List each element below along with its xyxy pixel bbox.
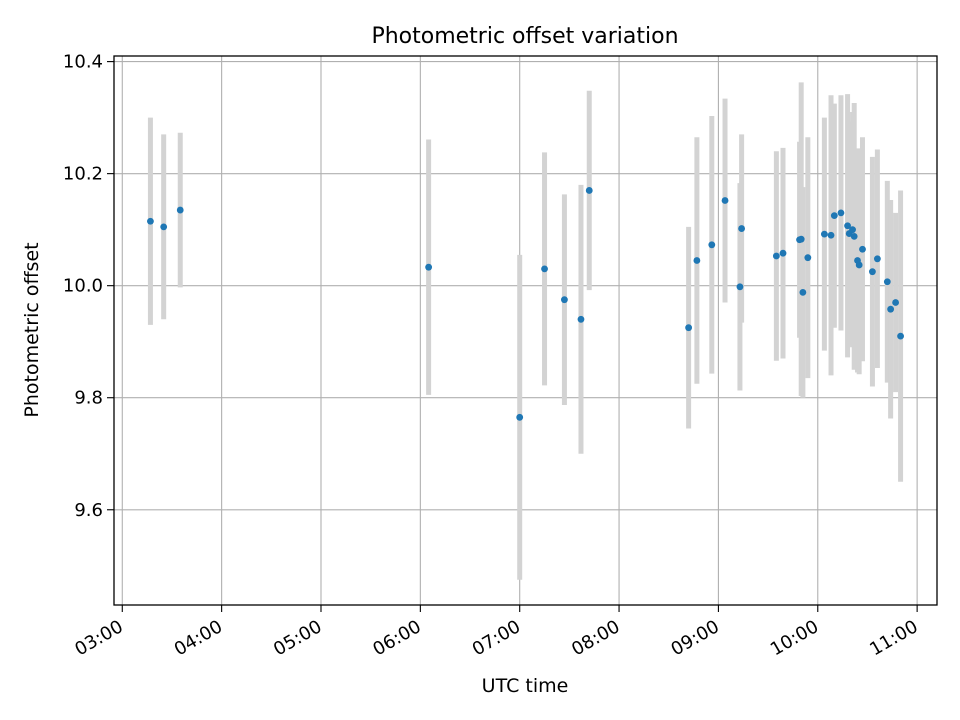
- data-point: [708, 241, 716, 249]
- data-point: [541, 265, 548, 273]
- data-point: [176, 206, 184, 214]
- data-point: [693, 257, 701, 264]
- data-point: [883, 278, 891, 286]
- y-tick-label: 9.8: [74, 388, 103, 409]
- y-tick-label: 10.0: [63, 276, 103, 297]
- data-point: [721, 197, 729, 204]
- y-axis-label: Photometric offset: [21, 242, 43, 417]
- y-axis-ticks: 9.6 9.8 10.0 10.2 10.4: [63, 52, 114, 521]
- data-point: [869, 268, 876, 276]
- data-point: [772, 252, 780, 260]
- data-point: [425, 263, 433, 271]
- data-point: [887, 305, 895, 313]
- data-point: [859, 245, 866, 253]
- data-points: [147, 187, 904, 421]
- y-tick-label: 10.2: [63, 164, 103, 185]
- data-point: [147, 217, 154, 225]
- plot-frame: [113, 55, 938, 606]
- data-point: [160, 223, 168, 231]
- x-axis-label: UTC time: [482, 675, 569, 697]
- data-point: [797, 235, 805, 243]
- y-tick-label: 9.6: [74, 500, 103, 521]
- data-point: [799, 289, 807, 296]
- data-point: [850, 232, 858, 240]
- data-point: [820, 230, 828, 238]
- chart-title: Photometric offset variation: [371, 24, 678, 49]
- data-point: [844, 222, 851, 230]
- data-point: [738, 225, 745, 232]
- data-point: [779, 249, 787, 257]
- y-tick-label: 10.4: [63, 52, 103, 73]
- data-point: [837, 209, 845, 217]
- data-point: [849, 226, 856, 234]
- data-point: [830, 212, 838, 220]
- data-point: [873, 255, 881, 263]
- data-point: [561, 296, 568, 304]
- data-point: [685, 324, 693, 332]
- data-point: [585, 187, 593, 194]
- data-point: [855, 261, 863, 269]
- data-point: [827, 231, 835, 239]
- data-point: [577, 315, 585, 323]
- data-point: [736, 283, 744, 291]
- data-point: [516, 413, 524, 421]
- data-point: [804, 254, 812, 262]
- data-point: [892, 299, 900, 306]
- data-point: [897, 332, 904, 340]
